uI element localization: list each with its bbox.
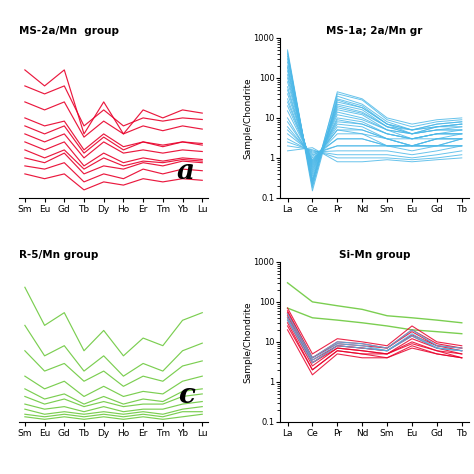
Text: R-5/Mn group: R-5/Mn group (19, 250, 98, 260)
Text: a: a (177, 158, 195, 185)
Title: Si-Mn group: Si-Mn group (339, 250, 410, 260)
Title: MS-1a; 2a/Mn gr: MS-1a; 2a/Mn gr (327, 26, 423, 36)
Text: c: c (178, 382, 195, 409)
Y-axis label: Sample/Chondrite: Sample/Chondrite (243, 301, 252, 383)
Text: MS-2a/Mn  group: MS-2a/Mn group (19, 26, 119, 36)
Y-axis label: Sample/Chondrite: Sample/Chondrite (243, 77, 252, 159)
